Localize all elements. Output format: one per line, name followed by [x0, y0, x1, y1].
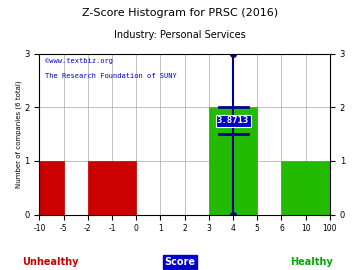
- Text: Healthy: Healthy: [290, 257, 333, 267]
- Bar: [306, 161, 330, 215]
- Bar: [88, 161, 136, 215]
- Bar: [209, 107, 257, 215]
- Text: ©www.textbiz.org: ©www.textbiz.org: [45, 58, 113, 65]
- Y-axis label: Number of companies (6 total): Number of companies (6 total): [15, 80, 22, 188]
- Text: Score: Score: [165, 257, 195, 267]
- Text: Industry: Personal Services: Industry: Personal Services: [114, 30, 246, 40]
- Text: Unhealthy: Unhealthy: [22, 257, 78, 267]
- Text: The Research Foundation of SUNY: The Research Foundation of SUNY: [45, 73, 177, 79]
- Text: 3.8713: 3.8713: [217, 116, 249, 125]
- Text: Z-Score Histogram for PRSC (2016): Z-Score Histogram for PRSC (2016): [82, 8, 278, 18]
- Bar: [39, 161, 64, 215]
- Bar: [282, 161, 306, 215]
